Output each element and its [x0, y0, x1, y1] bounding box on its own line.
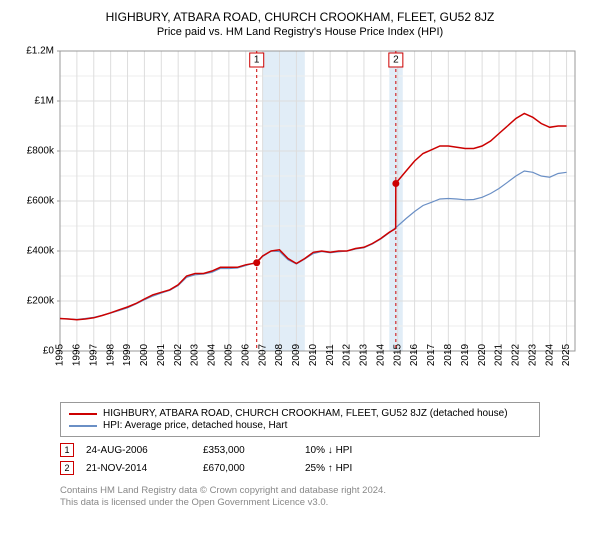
- footer-text: Contains HM Land Registry data © Crown c…: [60, 485, 585, 510]
- svg-text:2001: 2001: [156, 343, 167, 366]
- sale-marker-box: 2: [60, 461, 74, 475]
- chart-container: HIGHBURY, ATBARA ROAD, CHURCH CROOKHAM, …: [0, 0, 600, 560]
- sale-date: 21-NOV-2014: [86, 463, 191, 474]
- svg-text:1: 1: [254, 55, 260, 66]
- svg-text:2006: 2006: [240, 343, 251, 366]
- chart-title: HIGHBURY, ATBARA ROAD, CHURCH CROOKHAM, …: [15, 10, 585, 24]
- svg-text:2025: 2025: [561, 343, 572, 366]
- svg-text:2018: 2018: [443, 343, 454, 366]
- svg-text:1997: 1997: [88, 343, 99, 366]
- legend-swatch: [69, 425, 97, 427]
- svg-text:2022: 2022: [511, 343, 522, 366]
- footer-line-2: This data is licensed under the Open Gov…: [60, 497, 585, 509]
- svg-text:1999: 1999: [122, 343, 133, 366]
- svg-text:2021: 2021: [494, 343, 505, 366]
- svg-text:£600k: £600k: [27, 196, 55, 207]
- svg-text:2016: 2016: [409, 343, 420, 366]
- svg-text:2010: 2010: [308, 343, 319, 366]
- svg-text:2015: 2015: [392, 343, 403, 366]
- svg-text:1998: 1998: [105, 343, 116, 366]
- sale-row: 2 21-NOV-2014 £670,000 25% ↑ HPI: [60, 461, 585, 475]
- sale-price: £353,000: [203, 445, 293, 456]
- legend-label: HPI: Average price, detached house, Hart: [103, 420, 287, 431]
- svg-text:2011: 2011: [325, 344, 336, 366]
- svg-text:2017: 2017: [426, 343, 437, 366]
- svg-text:2009: 2009: [291, 343, 302, 366]
- legend-label: HIGHBURY, ATBARA ROAD, CHURCH CROOKHAM, …: [103, 408, 508, 419]
- svg-text:2013: 2013: [359, 343, 370, 366]
- sale-annotations: 1 24-AUG-2006 £353,000 10% ↓ HPI 2 21-NOV-201…: [60, 443, 585, 475]
- sale-date: 24-AUG-2006: [86, 445, 191, 456]
- sale-row: 1 24-AUG-2006 £353,000 10% ↓ HPI: [60, 443, 585, 457]
- svg-text:2002: 2002: [173, 343, 184, 366]
- svg-text:1995: 1995: [55, 343, 66, 366]
- chart-subtitle: Price paid vs. HM Land Registry's House …: [15, 26, 585, 38]
- sale-marker-box: 1: [60, 443, 74, 457]
- line-chart-svg: £0 £200k £400k £600k £800k £1M £1.2M 1995 1996 19…: [15, 46, 585, 396]
- svg-text:2004: 2004: [207, 343, 218, 366]
- svg-text:2024: 2024: [544, 343, 555, 366]
- svg-text:2019: 2019: [460, 343, 471, 366]
- svg-text:£200k: £200k: [27, 296, 55, 307]
- svg-text:2014: 2014: [375, 343, 386, 366]
- svg-text:£1.2M: £1.2M: [26, 46, 54, 57]
- sale-pct: 10% ↓ HPI: [305, 445, 395, 456]
- svg-text:£800k: £800k: [27, 146, 55, 157]
- svg-text:£1M: £1M: [35, 96, 54, 107]
- legend-swatch: [69, 413, 97, 415]
- svg-text:1996: 1996: [72, 343, 83, 366]
- svg-text:2005: 2005: [223, 343, 234, 366]
- sale-price: £670,000: [203, 463, 293, 474]
- svg-text:£400k: £400k: [27, 246, 55, 257]
- svg-text:2000: 2000: [139, 343, 150, 366]
- sale-pct: 25% ↑ HPI: [305, 463, 395, 474]
- svg-text:2020: 2020: [477, 343, 488, 366]
- svg-text:2012: 2012: [342, 343, 353, 366]
- legend-item: HIGHBURY, ATBARA ROAD, CHURCH CROOKHAM, …: [69, 408, 531, 419]
- footer-line-1: Contains HM Land Registry data © Crown c…: [60, 485, 585, 497]
- svg-text:2: 2: [393, 55, 399, 66]
- svg-text:2008: 2008: [274, 343, 285, 366]
- legend: HIGHBURY, ATBARA ROAD, CHURCH CROOKHAM, …: [60, 402, 540, 437]
- chart-area: £0 £200k £400k £600k £800k £1M £1.2M 1995 1996 19…: [15, 46, 585, 396]
- svg-text:2003: 2003: [190, 343, 201, 366]
- svg-text:£0: £0: [43, 346, 55, 357]
- svg-text:2023: 2023: [527, 343, 538, 366]
- legend-item: HPI: Average price, detached house, Hart: [69, 420, 531, 431]
- svg-text:2007: 2007: [257, 343, 268, 366]
